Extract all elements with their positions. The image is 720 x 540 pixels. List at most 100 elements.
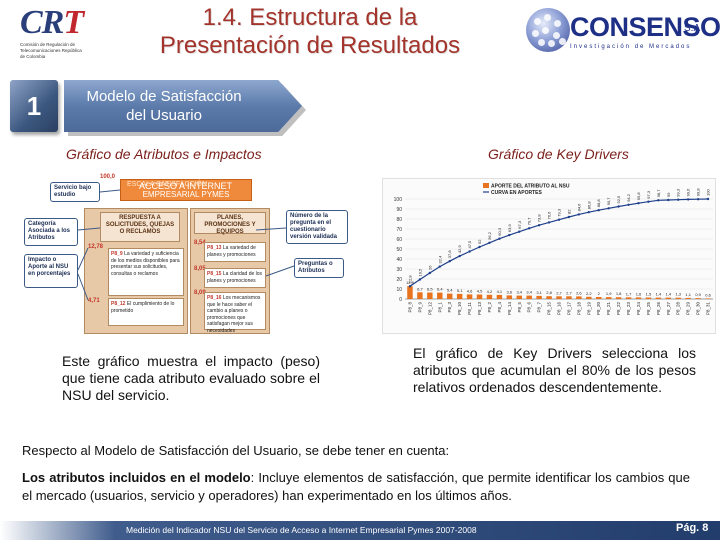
x-tick-label: P8_6 xyxy=(527,302,532,313)
x-tick-label: P8_29 xyxy=(686,302,691,316)
crt-logo: CRT Comisión de Regulación de Telecomuni… xyxy=(20,6,112,76)
x-tick-label: P8_12 xyxy=(427,302,432,316)
bar xyxy=(466,294,473,299)
impact-value-5: 8,09 xyxy=(194,290,206,296)
bar xyxy=(546,296,552,299)
bar xyxy=(556,296,562,299)
globe-icon xyxy=(526,8,570,52)
bar-value-label: 1,1 xyxy=(685,292,691,297)
curve-point xyxy=(458,254,461,258)
y-tick-label: 30 xyxy=(396,267,402,273)
y-tick-label: 100 xyxy=(394,197,403,203)
x-tick-label: P8_14 xyxy=(507,302,512,316)
model-paragraph-lead: Los atributos incluidos en el modelo xyxy=(22,470,251,485)
curve-value-label: 76,6 xyxy=(547,211,552,220)
bar xyxy=(526,295,532,299)
diagram-header-overlay-a: ACCESO A INTERNET xyxy=(139,181,233,191)
curve-point xyxy=(508,233,511,237)
impact-value-1: 12,78 xyxy=(88,244,104,250)
x-tick-label: P8_27 xyxy=(666,302,671,316)
curve-point xyxy=(478,245,481,249)
bar xyxy=(506,295,513,299)
curve-point xyxy=(518,230,521,233)
attribute-code-1: P8_9 xyxy=(111,251,123,257)
curve-value-label: 63,9 xyxy=(507,224,512,233)
x-tick-label: P8_31 xyxy=(706,302,711,316)
bar-value-label: 12,8 xyxy=(406,280,415,285)
bar-value-label: 1,9 xyxy=(606,291,612,296)
bar-value-label: 2,2 xyxy=(586,291,592,296)
curve-point xyxy=(438,265,441,268)
curve-point xyxy=(647,200,650,203)
curve-value-label: 88,8 xyxy=(596,199,601,208)
curve-point xyxy=(706,197,710,201)
key-drivers-chart: 0 10 20 30 40 50 60 70 80 90 100 APORTE DEL ATRIBUT… xyxy=(382,178,716,334)
bar-value-label: 0,9 xyxy=(695,292,701,297)
bar-value-label: 4,6 xyxy=(467,288,473,293)
model-paragraph-rest: : Incluye elementos de satisfacción, que… xyxy=(22,470,691,503)
curve-point xyxy=(667,198,670,202)
y-tick-label: 90 xyxy=(396,207,402,213)
curve-point xyxy=(567,215,571,219)
curve-value-label: 12,8 xyxy=(407,275,412,284)
crt-logo-subtitle: Comisión de Regulación de Telecomunicaci… xyxy=(20,42,82,59)
x-tick-label: P8_4 xyxy=(497,302,502,313)
bar xyxy=(427,292,433,299)
attribute-box-1: P8_9 La variedad y suficiencia de los me… xyxy=(108,248,184,296)
bar xyxy=(625,297,632,299)
curve-point xyxy=(617,205,620,208)
x-tick-label: P8_5 xyxy=(517,302,522,313)
curve-point xyxy=(418,278,422,281)
bar-value-label: 4,5 xyxy=(477,289,483,294)
x-tick-label: P8_28 xyxy=(676,302,681,316)
curve-value-label: 86,8 xyxy=(586,201,591,210)
curve-point xyxy=(488,241,491,244)
y-tick-label: 80 xyxy=(396,217,402,223)
y-tick-label: 40 xyxy=(396,257,402,263)
x-tick-label: P8_1 xyxy=(437,302,442,313)
bar xyxy=(615,297,622,299)
bar xyxy=(407,286,413,299)
bar xyxy=(536,295,542,299)
curve-value-label: 42,9 xyxy=(457,245,462,254)
curve-value-label: 32,4 xyxy=(437,255,442,264)
bar-value-label: 1,7 xyxy=(626,291,632,296)
y-tick-label: 20 xyxy=(396,277,402,283)
footer-text: Medición del Indicador NSU del Servicio … xyxy=(126,525,477,535)
x-tick-label: P8_8 xyxy=(407,302,412,313)
bar-value-label: 2,7 xyxy=(556,290,562,295)
bar xyxy=(446,293,453,299)
bar xyxy=(695,298,701,299)
curve-value-label: 26 xyxy=(427,265,432,270)
curve-value-label: 82 xyxy=(566,209,571,214)
consenso-logo-suffix: S.A xyxy=(684,23,701,34)
y-tick-label: 50 xyxy=(396,247,402,253)
bar-value-label: 1,5 xyxy=(646,292,652,297)
curve-point xyxy=(627,203,630,206)
curve-value-label: 67,3 xyxy=(517,220,522,229)
y-tick-label: 60 xyxy=(396,237,402,243)
x-tick-label: P8_16 xyxy=(557,302,562,316)
left-description: Este gráfico muestra el impacto (peso) q… xyxy=(62,353,320,403)
category-card-2: PLANES, PROMOCIONES Y EQUIPOS xyxy=(194,212,266,235)
label-question-box: Número de la pregunta en el cuestionario… xyxy=(286,210,348,244)
x-tick-label: P8_13 xyxy=(477,302,482,316)
attribute-text-2: El cumplimiento de lo prometido xyxy=(111,301,175,314)
curve-point xyxy=(677,198,680,201)
category-card-1: RESPUESTA A SOLICITUDES, QUEJAS O RECLAM… xyxy=(100,212,180,242)
slide-title-line1: 1.4. Estructura de la xyxy=(202,4,418,31)
attribute-code-5: P8_16 xyxy=(207,295,222,301)
model-note: Respecto al Modelo de Satisfacción del U… xyxy=(22,443,450,458)
consenso-logo: CONSENSO S.A Investigación de Mercados xyxy=(526,8,720,60)
x-tick-label: P8_23 xyxy=(626,302,631,316)
label-category-box: Categoría Asociada a los Atributos xyxy=(24,218,78,246)
section-banner-line1: Modelo de Satisfacción xyxy=(86,88,242,105)
curve-point xyxy=(547,221,551,224)
x-tick-label: P8_10 xyxy=(457,302,462,316)
bar-value-label: 3,1 xyxy=(536,290,542,295)
bar-value-label: 3,6 xyxy=(507,289,513,294)
diagram-header-overlay-b: ESCALA SATISFACCIÓN xyxy=(127,181,208,188)
bar-value-label: 2 xyxy=(598,291,601,296)
bar xyxy=(596,297,602,299)
label-questions-box: Preguntas o Atributos xyxy=(294,258,344,278)
